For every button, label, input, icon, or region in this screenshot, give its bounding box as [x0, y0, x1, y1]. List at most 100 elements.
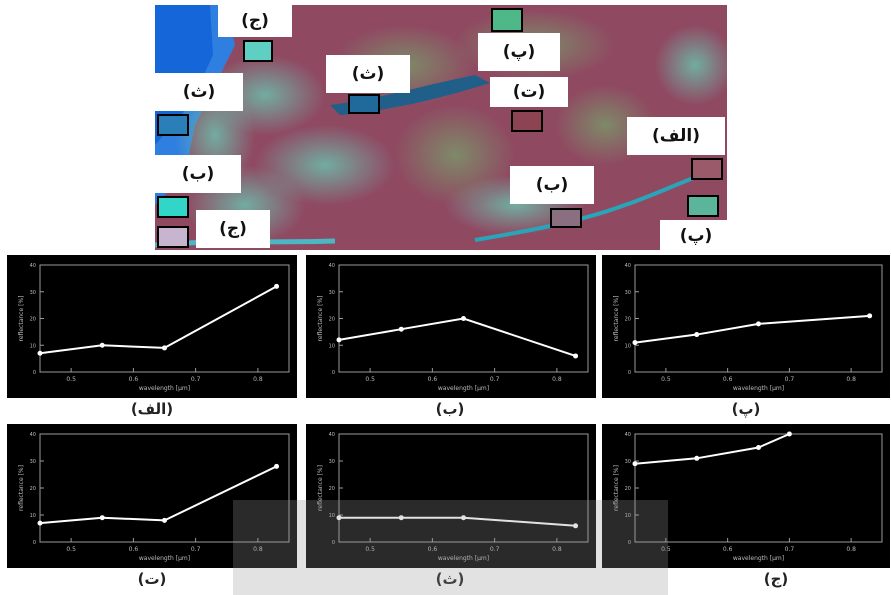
y-tick-label: 30 — [329, 290, 335, 296]
image-label-pe-bottom: (پ) — [660, 220, 732, 252]
plot-frame — [39, 264, 290, 373]
data-point — [99, 342, 105, 348]
y-tick-label: 0 — [332, 370, 335, 376]
sample-box-jim-bottom — [157, 226, 189, 248]
y-tick-label: 20 — [329, 486, 335, 492]
image-label-se-left: (ث) — [155, 73, 243, 111]
data-point — [694, 332, 700, 338]
chart-svg: 0 10 20 30 40 0.5 0.6 0.7 0.8 wavelength [µm] refl… — [18, 432, 290, 562]
y-tick-label: 10 — [625, 343, 631, 349]
y-tick-label: 10 — [30, 343, 36, 349]
series-line — [39, 465, 277, 525]
data-point — [756, 445, 761, 450]
x-tick-label: 0.5 — [66, 546, 76, 553]
x-tick-label: 0.5 — [661, 546, 671, 553]
data-point — [786, 431, 792, 437]
y-tick-label: 10 — [625, 513, 631, 519]
sample-box-be-left — [157, 196, 189, 218]
data-point — [336, 337, 342, 343]
sample-box-jim-top — [243, 40, 273, 62]
sample-box-se-mid — [348, 94, 380, 114]
data-point — [461, 316, 466, 321]
chart-panel-se: 0 10 20 30 40 0.5 0.6 0.7 0.8 wavelength [µm] refl… — [306, 424, 596, 568]
x-axis-label: wavelength [µm] — [733, 385, 784, 392]
x-tick-label: 0.7 — [490, 546, 500, 553]
y-tick-label: 40 — [30, 263, 36, 269]
data-point — [632, 461, 638, 467]
sample-box-te — [511, 110, 543, 132]
y-tick-label: 40 — [30, 432, 36, 438]
y-tick-label: 30 — [30, 290, 36, 296]
y-tick-label: 0 — [33, 370, 36, 376]
chart-panel-te: 0 10 20 30 40 0.5 0.6 0.7 0.8 wavelength [µm] refl… — [7, 424, 297, 568]
image-label-jim-bottom: (ج) — [196, 210, 270, 248]
y-tick-label: 0 — [628, 370, 631, 376]
image-label-te: (ت) — [490, 77, 568, 107]
x-tick-label: 0.7 — [785, 546, 795, 553]
x-tick-label: 0.5 — [661, 376, 671, 383]
data-point — [99, 515, 105, 521]
chart-svg: 0 10 20 30 40 0.5 0.6 0.7 0.8 wavelength [µm] refl… — [613, 431, 883, 562]
data-point — [162, 345, 167, 351]
image-label-alef: (الف) — [627, 117, 725, 155]
y-tick-label: 0 — [628, 540, 631, 546]
data-point — [461, 515, 466, 521]
chart-svg: 0 10 20 30 40 0.5 0.6 0.7 0.8 wavelength [µm] refl… — [18, 263, 290, 392]
y-tick-label: 40 — [625, 263, 631, 269]
y-tick-label: 30 — [30, 459, 36, 465]
image-label-pe-top: (پ) — [478, 33, 560, 71]
sample-box-alef — [691, 158, 723, 180]
x-tick-label: 0.5 — [365, 546, 375, 553]
y-tick-label: 30 — [329, 459, 335, 465]
x-tick-label: 0.6 — [723, 546, 733, 553]
chart-panel-alef: 0 10 20 30 40 0.5 0.6 0.7 0.8 wavelength [µm] refl… — [7, 255, 297, 398]
x-tick-label: 0.7 — [490, 376, 500, 383]
y-tick-label: 10 — [30, 513, 36, 519]
data-point — [398, 326, 404, 332]
x-axis-label: wavelength [µm] — [139, 385, 190, 392]
chart-svg: 0 10 20 30 40 0.5 0.6 0.7 0.8 wavelength [µm] refl… — [317, 432, 589, 562]
chart-caption-jim: (ج) — [763, 570, 789, 588]
image-label-se-mid: (ث) — [326, 55, 410, 93]
x-tick-label: 0.7 — [785, 376, 795, 383]
x-tick-label: 0.6 — [428, 546, 438, 553]
y-tick-label: 0 — [332, 540, 335, 546]
y-axis-label: reflectance [%] — [613, 465, 620, 511]
x-tick-label: 0.5 — [365, 376, 375, 383]
data-point — [867, 313, 873, 319]
image-label-jim-top: (ج) — [218, 5, 292, 37]
series-line — [39, 285, 278, 355]
x-tick-label: 0.8 — [552, 546, 562, 553]
y-tick-label: 20 — [30, 317, 36, 323]
image-label-be-right: (ب) — [510, 166, 594, 204]
x-axis-label: wavelength [µm] — [139, 555, 190, 562]
x-tick-label: 0.8 — [846, 546, 856, 553]
x-axis-label: wavelength [µm] — [438, 555, 489, 562]
image-label-be-left: (ب) — [155, 155, 241, 193]
data-point — [274, 283, 280, 289]
y-axis-label: reflectance [%] — [317, 296, 324, 342]
x-tick-label: 0.8 — [253, 376, 263, 383]
data-point — [694, 455, 700, 461]
chart-panel-pe: 0 10 20 30 40 0.5 0.6 0.7 0.8 wavelength [µm] refl… — [602, 255, 890, 398]
x-axis-label: wavelength [µm] — [733, 555, 784, 562]
y-tick-label: 40 — [329, 263, 335, 269]
series-line — [338, 317, 576, 357]
sample-box-pe-bottom — [687, 195, 719, 217]
data-point — [573, 353, 579, 359]
plot-frame — [634, 433, 883, 543]
x-tick-label: 0.7 — [191, 546, 201, 553]
x-tick-label: 0.7 — [191, 376, 201, 383]
x-tick-label: 0.5 — [66, 376, 76, 383]
chart-panel-jim: 0 10 20 30 40 0.5 0.6 0.7 0.8 wavelength [µm] refl… — [602, 424, 890, 568]
sample-box-pe-top — [491, 8, 523, 32]
x-tick-label: 0.6 — [723, 376, 733, 383]
x-axis-label: wavelength [µm] — [438, 385, 489, 392]
y-tick-label: 20 — [625, 317, 631, 323]
data-point — [37, 520, 43, 526]
x-tick-label: 0.6 — [129, 546, 139, 553]
data-point — [756, 321, 761, 327]
series-line — [634, 433, 790, 465]
y-tick-label: 0 — [33, 540, 36, 546]
data-point — [336, 515, 342, 521]
